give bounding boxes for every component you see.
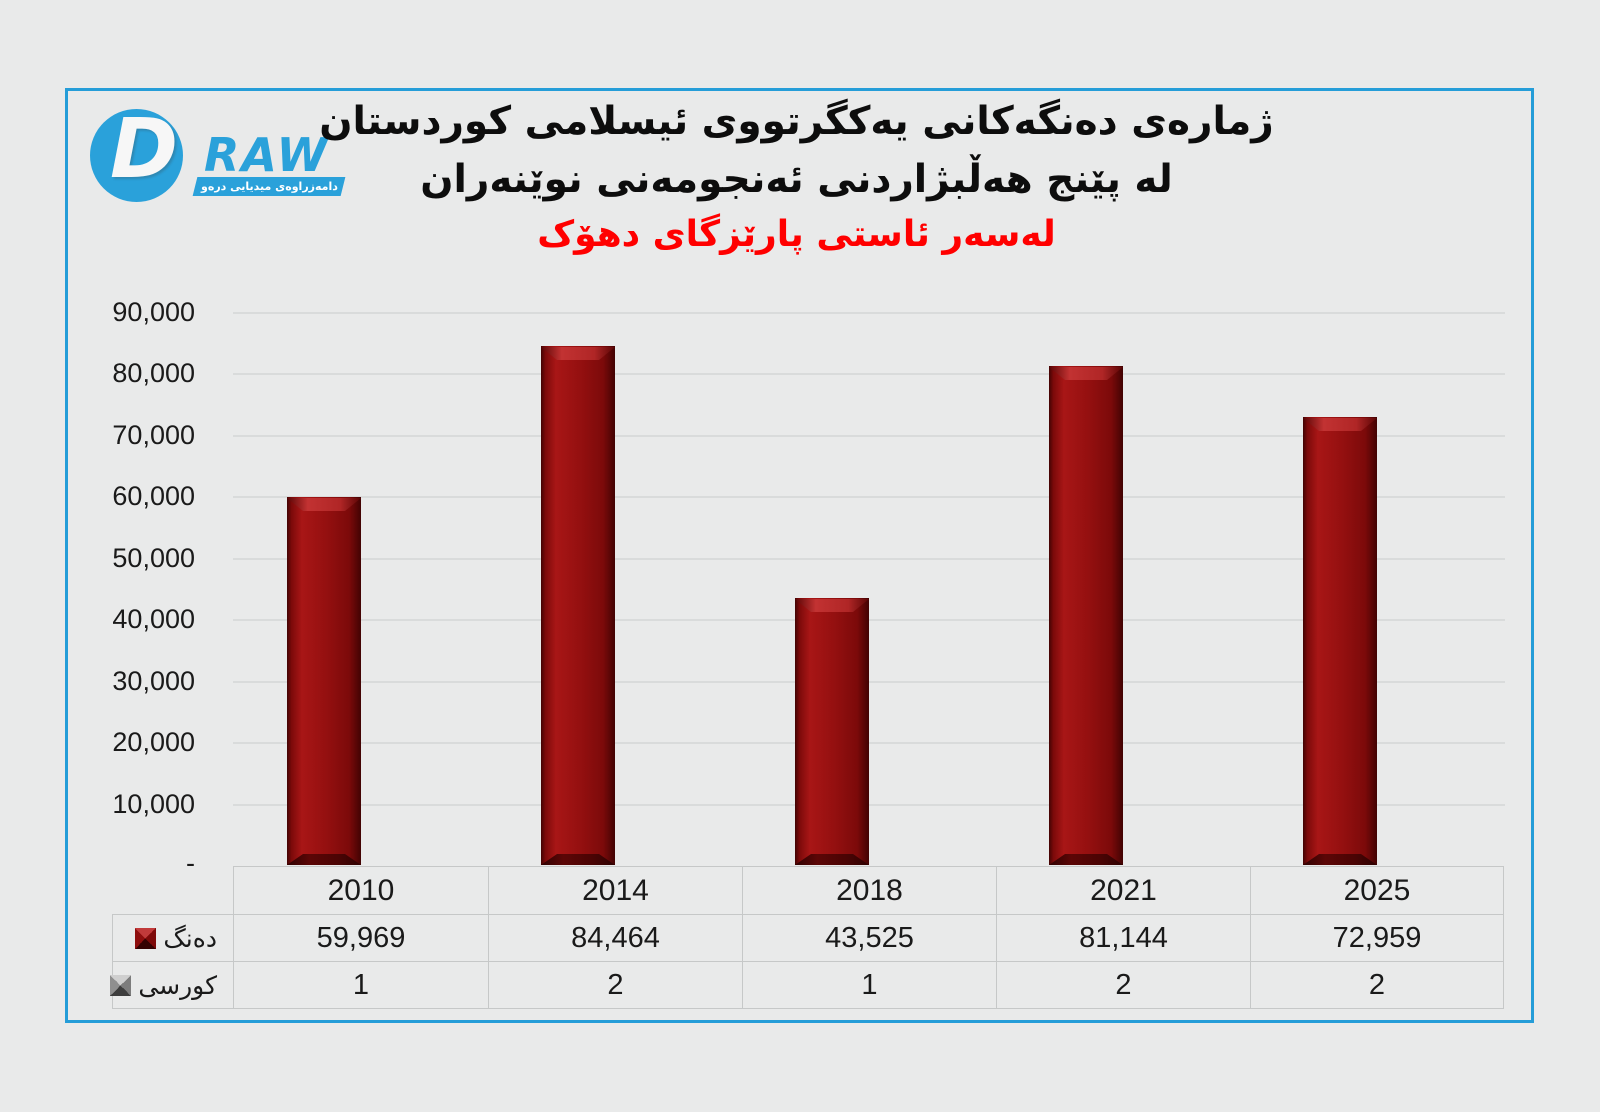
logo-d-letter: D <box>110 102 179 197</box>
y-tick-label: 80,000 <box>112 358 195 388</box>
logo-raw-letters: RAW <box>204 128 330 182</box>
gridline <box>233 435 1505 437</box>
votes-row-label: دەنگ <box>163 923 217 953</box>
bar-2010 <box>287 497 361 865</box>
votes-row-header: دەنگ <box>113 924 233 953</box>
gridline <box>233 373 1505 375</box>
seats-legend-swatch-icon <box>110 974 132 996</box>
year-header: 2010 <box>233 866 489 915</box>
table-row-seats: کورسی 1 2 1 2 2 <box>110 961 1504 1009</box>
y-tick-label-zero: - <box>186 848 195 878</box>
year-header: 2018 <box>742 866 997 915</box>
table-row-votes: دەنگ 59,969 84,464 43,525 81,144 72,959 <box>112 914 1504 962</box>
gridline <box>233 681 1505 683</box>
seats-value: 1 <box>233 961 489 1009</box>
year-header: 2025 <box>1250 866 1504 915</box>
bar-2021 <box>1049 366 1123 865</box>
gridline <box>233 804 1505 806</box>
logo-circle-icon <box>90 109 183 202</box>
y-tick-label: 40,000 <box>112 604 195 634</box>
bar-2025 <box>1303 417 1377 865</box>
chart-title-block: ژمارەی دەنگەکانی یەکگرتووی ئیسلامی کوردس… <box>65 93 1528 261</box>
gridline <box>233 742 1505 744</box>
chart-title-line1: ژمارەی دەنگەکانی یەکگرتووی ئیسلامی کوردس… <box>319 99 1274 144</box>
y-tick-label: 10,000 <box>112 789 195 819</box>
seats-value: 1 <box>742 961 997 1009</box>
gridline <box>233 619 1505 621</box>
chart-subtitle-red: لەسەر ئاستی پارێزگای دهۆک <box>537 214 1056 255</box>
y-tick-label: 70,000 <box>112 420 195 450</box>
table-corner-empty <box>113 867 234 915</box>
chart-title-line2: لە پێنج هەڵبژاردنی ئەنجومەنی نوێنەران <box>420 157 1173 202</box>
seats-value: 2 <box>996 961 1251 1009</box>
y-tick-label: 30,000 <box>112 666 195 696</box>
year-header: 2014 <box>488 866 743 915</box>
seats-row-header: کورسی <box>110 970 233 1000</box>
votes-value: 84,464 <box>488 914 743 962</box>
votes-legend-swatch-icon <box>135 927 157 949</box>
bar-2018 <box>795 598 869 865</box>
votes-value: 43,525 <box>742 914 997 962</box>
table-row-years: 2010 2014 2018 2021 2025 <box>113 866 1504 915</box>
seats-row-label: کورسی <box>138 970 217 1000</box>
seats-value: 2 <box>488 961 743 1009</box>
y-tick-label: 60,000 <box>112 481 195 511</box>
seats-value: 2 <box>1250 961 1504 1009</box>
votes-value: 81,144 <box>996 914 1251 962</box>
gridline <box>233 558 1505 560</box>
data-table: 2010 2014 2018 2021 2025 دەنگ 59,969 84,… <box>110 866 1504 1009</box>
y-tick-label: 20,000 <box>112 727 195 757</box>
y-tick-label: 90,000 <box>112 297 195 327</box>
y-tick-label: 50,000 <box>112 543 195 573</box>
bar-2014 <box>541 346 615 865</box>
votes-value: 72,959 <box>1250 914 1504 962</box>
gridline <box>233 312 1505 314</box>
draw-media-logo: D RAW دامەزراوەی میدیایی درەو <box>88 102 353 208</box>
votes-value: 59,969 <box>233 914 489 962</box>
year-header: 2021 <box>996 866 1251 915</box>
gridline <box>233 496 1505 498</box>
